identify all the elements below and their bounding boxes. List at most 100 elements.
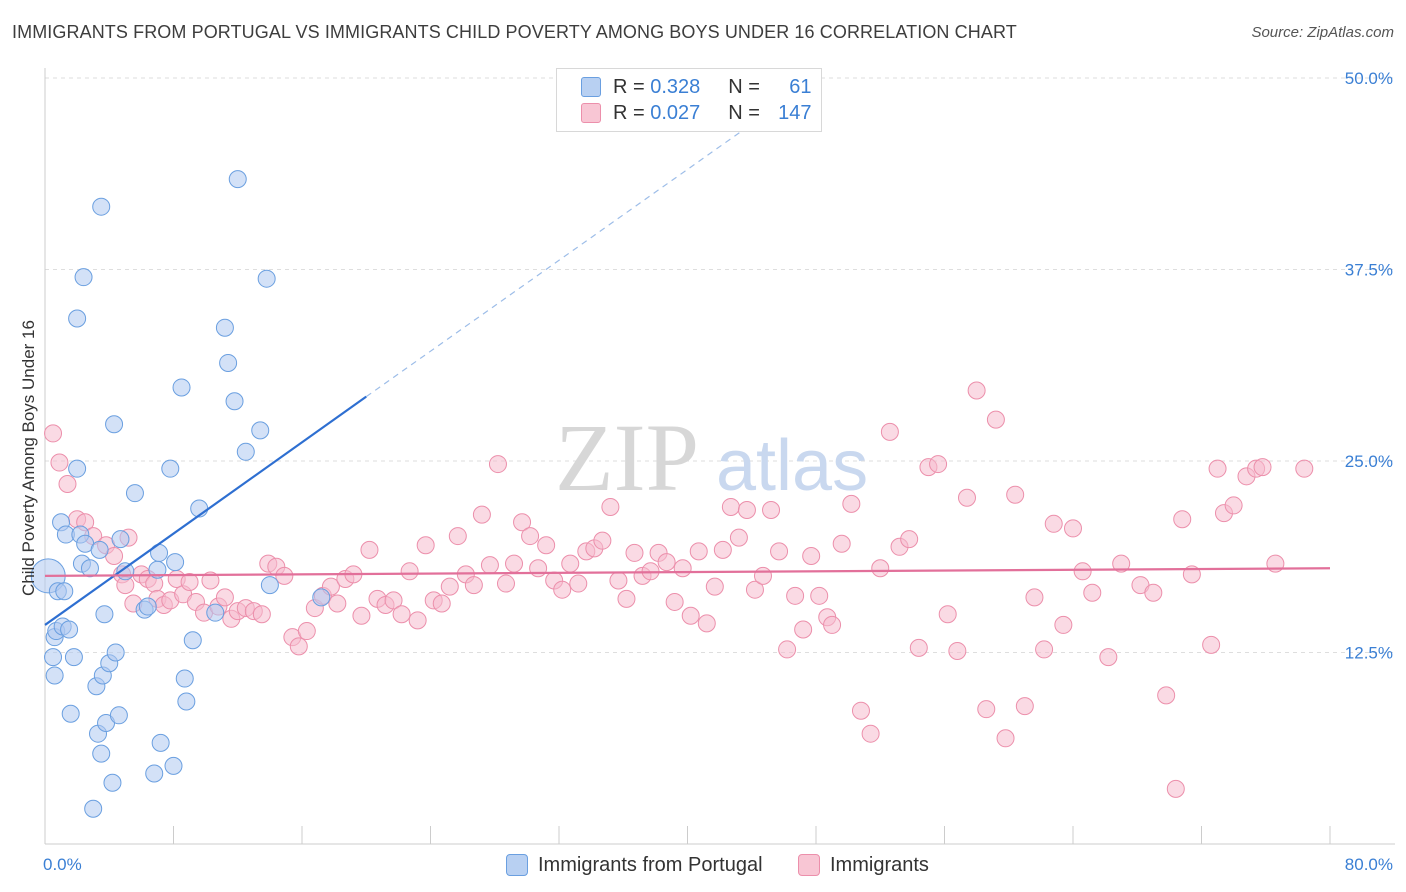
portugal-point [92, 744, 111, 763]
immigrants-point [737, 501, 756, 520]
immigrants-point [778, 640, 797, 659]
immigrants-point [1224, 496, 1243, 515]
immigrants-point [753, 566, 772, 585]
immigrants-point [673, 559, 692, 578]
portugal-point [206, 603, 225, 622]
legend-r-value: 0.328 [650, 75, 701, 98]
bottom-legend-immigrants: Immigrants [798, 852, 929, 878]
immigrants-point [851, 701, 870, 720]
immigrants-point [432, 594, 451, 613]
immigrants-point [569, 574, 588, 593]
immigrants-point [275, 566, 294, 585]
portugal-point [125, 484, 144, 503]
immigrants-point [513, 513, 532, 532]
immigrants-point [1166, 779, 1185, 798]
immigrants-point [1006, 485, 1025, 504]
portugal-point [172, 378, 191, 397]
immigrants-point [810, 586, 829, 605]
portugal-point [105, 415, 124, 434]
watermark: ZIP atlas [555, 404, 868, 511]
immigrants-point [561, 554, 580, 573]
immigrants-point [529, 559, 548, 578]
immigrants-point [601, 497, 620, 516]
immigrants-point [392, 605, 411, 624]
legend-n-value: 147 [778, 101, 812, 124]
immigrants-point [328, 594, 347, 613]
portugal-point [111, 530, 130, 549]
immigrants-point [215, 588, 234, 607]
bottom-legend-portugal: Immigrants from Portugal [506, 852, 763, 878]
portugal-point [219, 353, 238, 372]
portugal-point [177, 692, 196, 711]
immigrants-point [1083, 583, 1102, 602]
immigrants-point [986, 410, 1005, 429]
portugal-point [236, 442, 255, 461]
immigrants-point [681, 606, 700, 625]
immigrants-point [689, 542, 708, 561]
portugal-point [164, 756, 183, 775]
immigrants-point [871, 559, 890, 578]
immigrants-point [593, 531, 612, 550]
immigrants-point [802, 546, 821, 565]
immigrants-point [617, 589, 636, 608]
immigrants-point [44, 424, 63, 443]
correlation-legend: R = 0.328 N = 61 R = 0.027 N = 147 [556, 68, 822, 132]
immigrants-point [665, 592, 684, 611]
immigrants-point [1025, 588, 1044, 607]
portugal-point [251, 421, 270, 440]
immigrants-point [464, 576, 483, 595]
portugal-point [166, 553, 185, 572]
immigrants-point [1202, 635, 1221, 654]
immigrants-point [996, 729, 1015, 748]
legend-swatch-pink [581, 103, 601, 123]
bottom-legend-label: Immigrants [830, 853, 929, 876]
immigrants-point [977, 700, 996, 719]
immigrants-point [1064, 519, 1082, 538]
portugal-point [109, 706, 128, 725]
immigrants-point [201, 571, 220, 590]
immigrants-point [1208, 459, 1227, 478]
immigrants-point [1157, 686, 1176, 705]
immigrants-point [1054, 615, 1073, 634]
bottom-legend-swatch-pink [798, 854, 820, 876]
immigrants-point [1099, 648, 1118, 667]
immigrants-point [697, 614, 716, 633]
portugal-point [61, 704, 80, 723]
axes [44, 68, 1395, 845]
immigrants-point [609, 571, 628, 590]
portugal-point [106, 643, 125, 662]
immigrants-point [794, 620, 813, 639]
portugal-point [257, 269, 276, 288]
portugal-point [95, 605, 114, 624]
immigrants-point [1044, 514, 1063, 533]
immigrants-point [900, 530, 919, 549]
legend-swatch-blue [581, 77, 601, 97]
immigrants-point [1144, 583, 1163, 602]
y-tick-label: 12.5% [1345, 644, 1393, 663]
immigrants-point [480, 556, 499, 575]
portugal-point [92, 197, 111, 216]
immigrants-point [505, 554, 524, 573]
immigrants-point [1173, 510, 1192, 529]
immigrants-point [384, 591, 403, 610]
immigrants-point [1035, 640, 1054, 659]
immigrants-point [1015, 697, 1034, 716]
portugal-point [60, 620, 79, 639]
portugal-point [138, 597, 157, 616]
immigrants-point [745, 580, 764, 599]
y-tick-label: 37.5% [1345, 261, 1393, 280]
immigrants-point [252, 605, 271, 624]
legend-n-label: N = [728, 75, 760, 98]
portugal-point [260, 576, 279, 595]
portugal-point [68, 459, 87, 478]
immigrants-point [729, 528, 748, 547]
portugal-point [64, 648, 83, 667]
y-axis-label: Child Poverty Among Boys Under 16 [19, 320, 38, 596]
portugal-point [145, 764, 164, 783]
portugal-point [80, 559, 99, 578]
immigrants-point [1295, 459, 1314, 478]
immigrants-point [553, 580, 572, 599]
immigrants-point [416, 536, 435, 555]
legend-n-label: N = [728, 101, 760, 124]
